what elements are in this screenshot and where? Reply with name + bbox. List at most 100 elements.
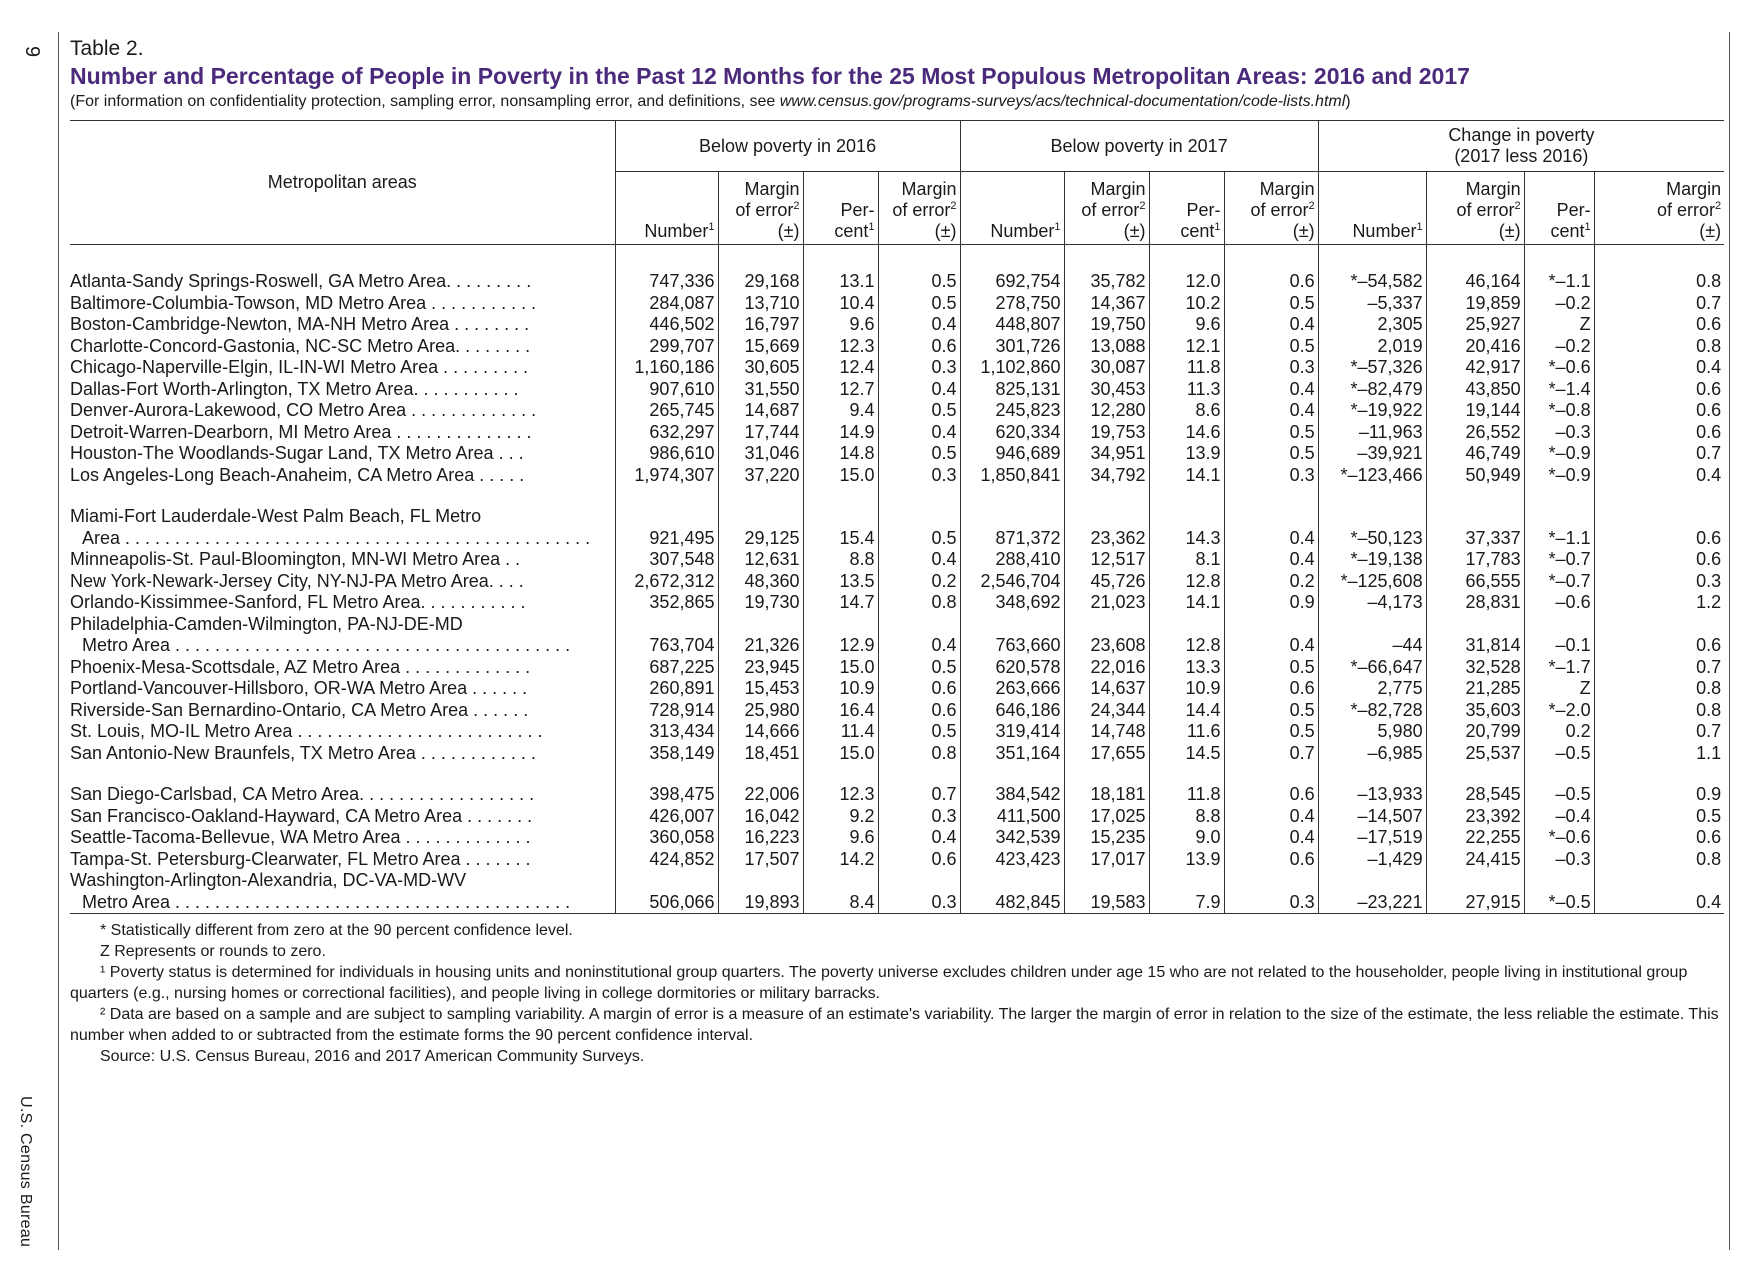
moe-number-2017-cell: 23,362: [1063, 527, 1150, 549]
empty-cell: [1223, 506, 1319, 528]
table-row: Boston-Cambridge-Newton, MA-NH Metro Are…: [70, 314, 1725, 336]
header-number-label: Number: [644, 221, 709, 241]
empty-cell: [1148, 506, 1225, 528]
moe-percent-2016-cell: 0.6: [877, 699, 961, 721]
empty-cell: [1523, 506, 1595, 528]
header-margin: Margin of error2 (±): [877, 171, 961, 245]
footnote-marker: 2: [1514, 200, 1521, 212]
spacer-cell: [1425, 486, 1525, 506]
change-number-cell: –23,221: [1317, 891, 1427, 914]
moe-percent-2017-cell: 0.7: [1223, 742, 1319, 764]
moe-change-number-cell: 27,915: [1425, 891, 1525, 914]
spacer-cell: [1223, 486, 1319, 506]
moe-change-number-cell: 21,285: [1425, 678, 1525, 700]
percent-2017-cell: 8.8: [1148, 805, 1225, 827]
moe-percent-2016-cell: 0.4: [877, 635, 961, 657]
change-percent-cell: *–0.6: [1523, 357, 1595, 379]
number-2017-cell: 2,546,704: [959, 570, 1065, 592]
moe-percent-2017-cell: 0.2: [1223, 570, 1319, 592]
footnote-marker: 2: [1308, 200, 1315, 212]
moe-number-2017-cell: 21,023: [1063, 592, 1150, 614]
note-line: * Statistically different from zero at t…: [100, 922, 573, 939]
number-2017-cell: 646,186: [959, 699, 1065, 721]
table-row: Los Angeles-Long Beach-Anaheim, CA Metro…: [70, 464, 1725, 486]
percent-2017-cell: 8.1: [1148, 549, 1225, 571]
moe-number-2016-cell: 15,453: [717, 678, 803, 700]
header-number-label: Number: [990, 221, 1055, 241]
header-percent-label: Per-: [1556, 200, 1591, 220]
moe-percent-2017-cell: 0.6: [1223, 678, 1319, 700]
moe-percent-2016-cell: 0.5: [877, 721, 961, 743]
moe-number-2017-cell: 17,655: [1063, 742, 1150, 764]
empty-cell: [1223, 613, 1319, 635]
moe-percent-2017-cell: 0.9: [1223, 592, 1319, 614]
moe-percent-2016-cell: 0.4: [877, 827, 961, 849]
moe-change-percent-cell: 0.8: [1593, 335, 1725, 357]
metro-area-name: Charlotte-Concord-Gastonia, NC-SC Metro …: [70, 335, 616, 357]
moe-percent-2017-cell: 0.4: [1223, 314, 1319, 336]
header-margin-label: of error: [1656, 200, 1715, 220]
empty-cell: [959, 613, 1065, 635]
change-number-cell: –5,337: [1317, 292, 1427, 314]
number-2017-cell: 342,539: [959, 827, 1065, 849]
moe-percent-2016-cell: 0.5: [877, 271, 961, 293]
moe-change-percent-cell: 0.8: [1593, 848, 1725, 870]
percent-2017-cell: 14.1: [1148, 464, 1225, 486]
empty-cell: [959, 870, 1065, 892]
moe-number-2016-cell: 25,980: [717, 699, 803, 721]
moe-change-number-cell: 28,831: [1425, 592, 1525, 614]
change-percent-cell: –0.4: [1523, 805, 1595, 827]
number-2017-cell: 278,750: [959, 292, 1065, 314]
change-percent-cell: –0.1: [1523, 635, 1595, 657]
poverty-table: Metropolitan areas Below poverty in 2016…: [70, 120, 1725, 914]
number-2016-cell: 763,704: [614, 635, 718, 657]
number-2017-cell: 692,754: [959, 271, 1065, 293]
change-number-cell: *–57,326: [1317, 357, 1427, 379]
number-2017-cell: 825,131: [959, 378, 1065, 400]
moe-number-2016-cell: 29,168: [717, 271, 803, 293]
percent-2016-cell: 12.7: [802, 378, 878, 400]
metro-area-name: Philadelphia-Camden-Wilmington, PA-NJ-DE…: [70, 613, 616, 635]
spacer-row: [70, 244, 1725, 271]
moe-change-number-cell: 37,337: [1425, 527, 1525, 549]
metro-area-name: Washington-Arlington-Alexandria, DC-VA-M…: [70, 870, 616, 892]
moe-number-2016-cell: 17,507: [717, 848, 803, 870]
table-section: Table 2. Number and Percentage of People…: [70, 36, 1725, 1067]
table-row: Area . . . . . . . . . . . . . . . . . .…: [70, 527, 1725, 549]
percent-2016-cell: 15.0: [802, 742, 878, 764]
empty-cell: [1593, 613, 1725, 635]
moe-percent-2016-cell: 0.7: [877, 784, 961, 806]
percent-2016-cell: 14.7: [802, 592, 878, 614]
moe-percent-2016-cell: 0.4: [877, 549, 961, 571]
spacer-cell: [1223, 244, 1319, 271]
table-row: Seattle-Tacoma-Bellevue, WA Metro Area .…: [70, 827, 1725, 849]
header-margin: Margin of error2 (±): [1593, 171, 1725, 245]
moe-change-number-cell: 28,545: [1425, 784, 1525, 806]
moe-percent-2017-cell: 0.3: [1223, 891, 1319, 914]
moe-number-2016-cell: 18,451: [717, 742, 803, 764]
change-percent-cell: *–0.8: [1523, 400, 1595, 422]
spacer-cell: [1523, 244, 1595, 271]
moe-change-number-cell: 19,859: [1425, 292, 1525, 314]
spacer-cell: [1063, 486, 1150, 506]
empty-cell: [717, 613, 803, 635]
moe-change-number-cell: 31,814: [1425, 635, 1525, 657]
moe-number-2017-cell: 23,608: [1063, 635, 1150, 657]
change-percent-cell: –0.5: [1523, 784, 1595, 806]
header-number: Number1: [615, 171, 718, 245]
percent-2017-cell: 14.3: [1148, 527, 1225, 549]
moe-number-2016-cell: 30,605: [717, 357, 803, 379]
page-number: 9: [21, 45, 44, 58]
metro-area-name: Metro Area . . . . . . . . . . . . . . .…: [70, 635, 616, 657]
spacer-cell: [614, 764, 718, 784]
percent-2016-cell: 13.5: [802, 570, 878, 592]
number-2016-cell: 358,149: [614, 742, 718, 764]
moe-percent-2017-cell: 0.5: [1223, 443, 1319, 465]
moe-change-percent-cell: 0.7: [1593, 292, 1725, 314]
moe-percent-2017-cell: 0.4: [1223, 527, 1319, 549]
moe-percent-2016-cell: 0.4: [877, 421, 961, 443]
moe-percent-2016-cell: 0.3: [877, 357, 961, 379]
change-percent-cell: Z: [1523, 314, 1595, 336]
moe-change-percent-cell: 0.3: [1593, 570, 1725, 592]
moe-percent-2017-cell: 0.4: [1223, 400, 1319, 422]
